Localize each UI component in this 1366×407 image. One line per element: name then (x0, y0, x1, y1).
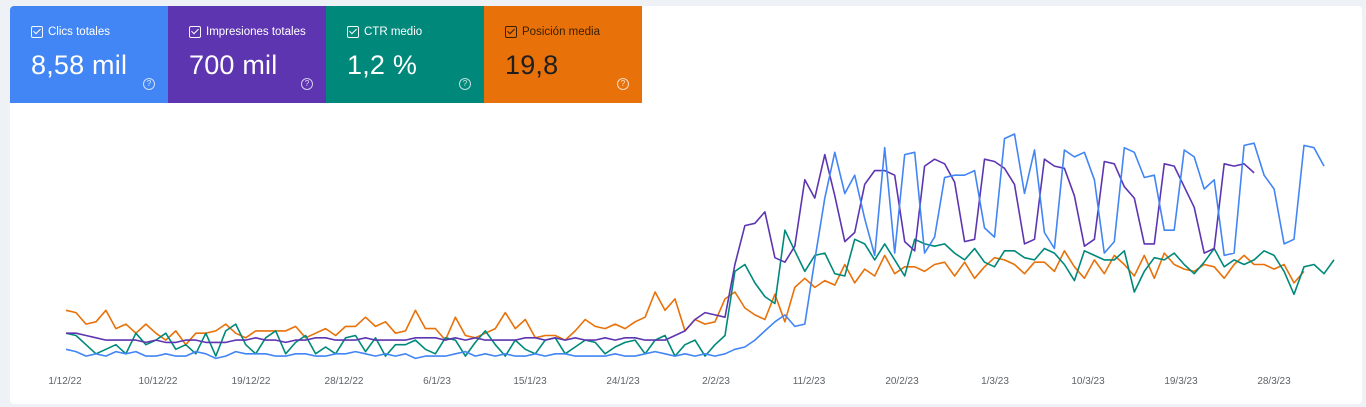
help-icon[interactable]: ? (617, 78, 629, 90)
metric-cards: Clics totales 8,58 mil ? Impresiones tot… (10, 6, 642, 103)
help-icon[interactable]: ? (459, 78, 471, 90)
x-tick-label: 24/1/23 (606, 376, 640, 387)
series-line-1 (66, 153, 1255, 344)
help-icon[interactable]: ? (301, 78, 313, 90)
checkbox-checked-icon[interactable] (31, 26, 43, 38)
x-tick-label: 10/12/22 (139, 376, 178, 387)
x-tick-label: 20/2/23 (885, 376, 919, 387)
help-icon[interactable]: ? (143, 78, 155, 90)
metric-value: 19,8 (505, 50, 559, 80)
performance-line-chart: 1/12/22 10/12/22 19/12/22 28/12/22 6/1/23 15/… (48, 133, 1335, 387)
performance-panel: Clics totales 8,58 mil ? Impresiones tot… (10, 6, 1362, 404)
series-line-2 (65, 229, 1335, 357)
x-tick-label: 19/3/23 (1164, 376, 1198, 387)
metric-value: 1,2 % (347, 50, 418, 80)
checkbox-checked-icon[interactable] (505, 26, 517, 38)
x-tick-label: 10/3/23 (1071, 376, 1105, 387)
metric-card-clicks[interactable]: Clics totales 8,58 mil ? (10, 6, 168, 103)
series-line-0 (65, 133, 1325, 360)
x-tick-label: 1/12/22 (48, 376, 82, 387)
x-tick-label: 28/12/22 (325, 376, 364, 387)
checkbox-checked-icon[interactable] (347, 26, 359, 38)
metric-card-impressions[interactable]: Impresiones totales 700 mil ? (168, 6, 326, 103)
metric-card-position[interactable]: Posición media 19,8 ? (484, 6, 642, 103)
x-tick-label: 28/3/23 (1257, 376, 1291, 387)
metric-card-ctr[interactable]: CTR medio 1,2 % ? (326, 6, 484, 103)
x-tick-label: 1/3/23 (981, 376, 1009, 387)
metric-value: 700 mil (189, 50, 278, 80)
x-tick-label: 15/1/23 (513, 376, 547, 387)
x-tick-label: 11/2/23 (793, 376, 826, 387)
x-tick-label: 2/2/23 (702, 376, 730, 387)
checkbox-checked-icon[interactable] (189, 26, 201, 38)
x-tick-label: 6/1/23 (423, 376, 451, 387)
metric-value: 8,58 mil (31, 50, 128, 80)
x-tick-label: 19/12/22 (232, 376, 271, 387)
